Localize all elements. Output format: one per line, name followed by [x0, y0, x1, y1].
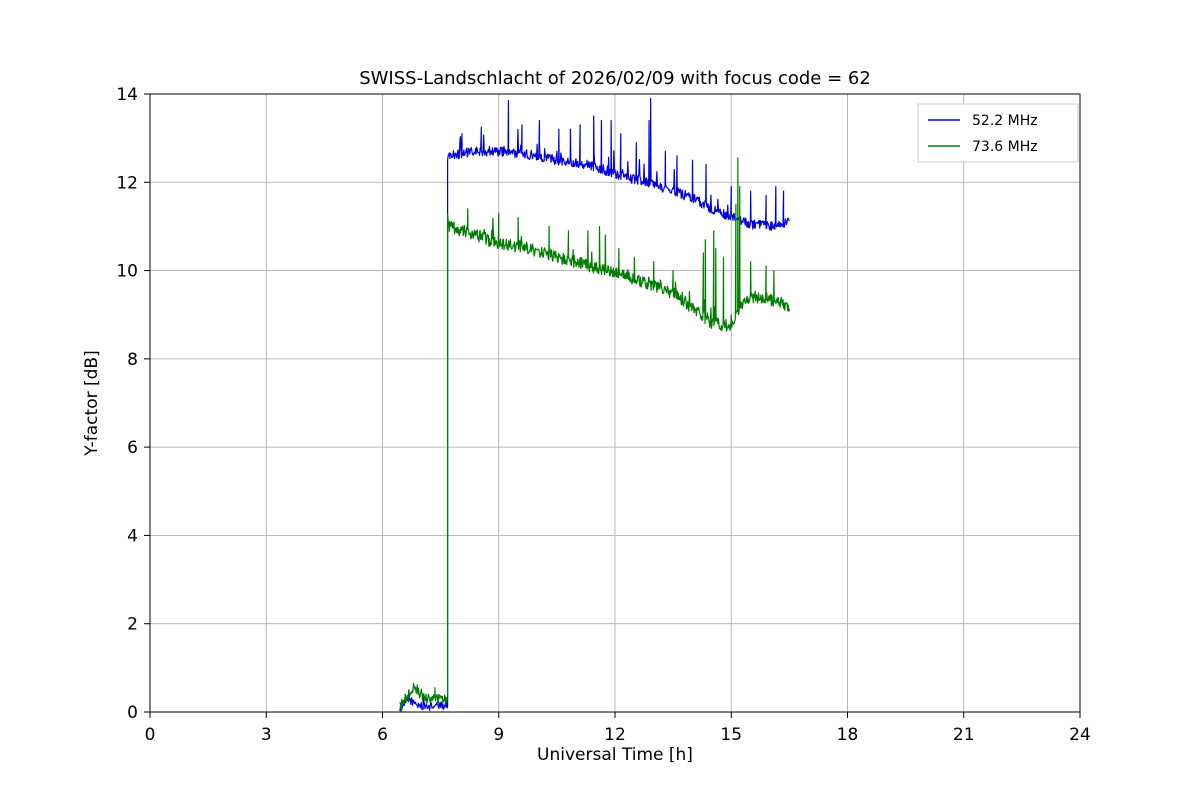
y-tick-label: 14 — [116, 85, 138, 105]
y-axis-label: Y-factor [dB] — [82, 350, 102, 456]
x-tick-label: 15 — [720, 725, 742, 745]
x-tick-label: 0 — [145, 725, 156, 745]
x-tick-label: 9 — [493, 725, 504, 745]
x-tick-label: 3 — [261, 725, 272, 745]
x-tick-label: 21 — [953, 725, 975, 745]
y-tick-label: 6 — [127, 438, 138, 458]
y-tick-label: 10 — [116, 262, 138, 282]
y-tick-label: 2 — [127, 615, 138, 635]
series-line-73-6-mhz — [399, 157, 790, 712]
legend: 52.2 MHz 73.6 MHz — [917, 103, 1079, 163]
legend-label-52mhz: 52.2 MHz — [972, 113, 1038, 129]
legend-box — [917, 103, 1079, 163]
chart-title: SWISS-Landschlacht of 2026/02/09 with fo… — [359, 68, 871, 89]
x-tick-label: 18 — [837, 725, 859, 745]
x-tick-label: 6 — [377, 725, 388, 745]
x-tick-label: 24 — [1069, 725, 1091, 745]
legend-label-73mhz: 73.6 MHz — [972, 139, 1038, 155]
grid-lines — [149, 93, 1081, 713]
x-tick-label: 12 — [604, 725, 626, 745]
data-series — [399, 97, 790, 712]
y-tick-label: 8 — [127, 350, 138, 370]
y-tick-label: 4 — [127, 526, 138, 546]
y-tick-label: 12 — [116, 173, 138, 193]
y-tick-label: 0 — [127, 703, 138, 723]
series-line-52-2-mhz — [399, 97, 790, 712]
x-axis-label: Universal Time [h] — [537, 745, 693, 765]
